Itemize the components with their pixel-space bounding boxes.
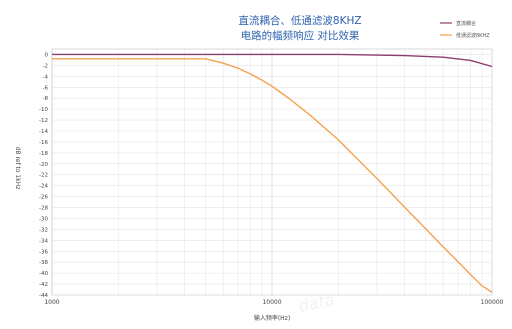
y-tick-label: -24: [39, 184, 48, 190]
y-tick-label: -44: [39, 293, 48, 299]
y-tick-label: 0: [45, 52, 49, 58]
y-axis-label: dB ref to 1kHz: [14, 147, 21, 190]
y-tick-label: -20: [39, 162, 48, 168]
legend-label-series-1: 直流耦合: [456, 20, 476, 27]
x-axis-label: 输入频率(Hz): [254, 314, 290, 322]
y-tick-label: -32: [39, 227, 48, 233]
x-tick-label: 10000: [262, 299, 281, 306]
x-tick-label: 1000: [44, 299, 59, 306]
chart-title-line-2: 电路的幅频响应 对比效果: [241, 29, 360, 42]
x-tick-labels: 1000 10000 100000: [44, 299, 503, 306]
y-tick-label: -2: [43, 63, 48, 69]
series-line-2: [52, 58, 493, 293]
y-tick-label: -34: [39, 238, 48, 244]
y-tick-label: -30: [39, 216, 48, 222]
legend-label-series-2: 低通滤波8KHZ: [456, 32, 490, 39]
y-tick-label: -40: [39, 271, 48, 277]
y-tick-label: -42: [39, 282, 48, 288]
x-tick-label: 100000: [481, 299, 504, 306]
chart-title-line-1: 直流耦合、低通滤波8KHZ: [238, 14, 361, 27]
y-tick-label: -14: [39, 129, 48, 135]
series-lines: [52, 53, 493, 293]
y-tick-label: -18: [39, 151, 48, 157]
y-tick-label: -10: [39, 107, 48, 113]
y-tick-label: -4: [43, 74, 49, 80]
legend: 直流耦合 低通滤波8KHZ: [440, 20, 490, 39]
y-tick-label: -26: [39, 195, 48, 201]
y-tick-label: -22: [39, 173, 48, 179]
series-line-1: [52, 53, 493, 68]
y-tick-label: -36: [39, 249, 48, 255]
grid: [51, 48, 493, 296]
y-tick-label: -38: [39, 260, 48, 266]
y-tick-label: -28: [39, 206, 48, 212]
y-tick-label: -16: [39, 140, 48, 146]
y-tick-label: -12: [39, 118, 48, 124]
y-tick-label: -8: [43, 96, 49, 102]
y-tick-label: -6: [43, 85, 49, 91]
y-tick-labels: 0 -2 -4 -6 -8 -10 -12 -14 -16 -18 -20 -22 -24 -26 -28 -…: [39, 52, 48, 299]
